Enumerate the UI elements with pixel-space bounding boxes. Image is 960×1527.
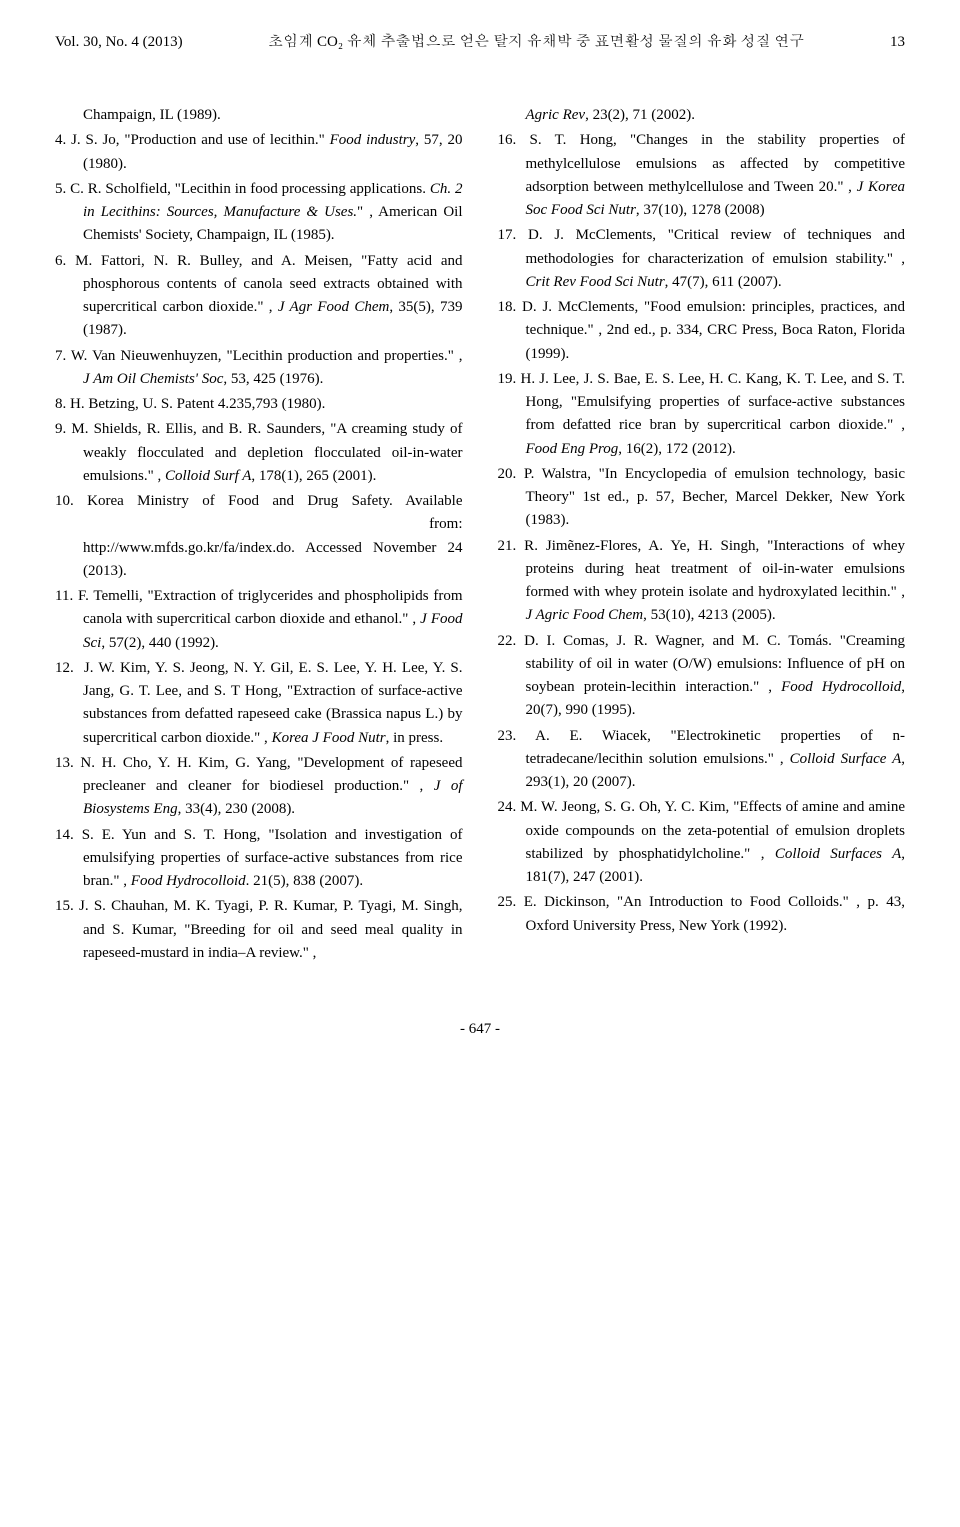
page-header: Vol. 30, No. 4 (2013) 초임계 CO₂ 유체 추출법으로 얻… <box>55 30 905 54</box>
reference-columns: Champaign, IL (1989). 4. J. S. Jo, "Prod… <box>55 104 905 967</box>
ref-15: 15. J. S. Chauhan, M. K. Tyagi, P. R. Ku… <box>55 895 463 965</box>
ref-5: 5. C. R. Scholfield, "Lecithin in food p… <box>55 178 463 248</box>
ref-20: 20. P. Walstra, "In Encyclopedia of emul… <box>498 463 906 533</box>
page-footer: - 647 - <box>55 1017 905 1041</box>
header-page: 13 <box>890 30 905 54</box>
ref-4: 4. J. S. Jo, "Production and use of leci… <box>55 129 463 176</box>
ref-12: 12. J. W. Kim, Y. S. Jeong, N. Y. Gil, E… <box>55 657 463 750</box>
ref-22: 22. D. I. Comas, J. R. Wagner, and M. C.… <box>498 630 906 723</box>
ref-18: 18. D. J. McClements, "Food emulsion: pr… <box>498 296 906 366</box>
ref-14: 14. S. E. Yun and S. T. Hong, "Isolation… <box>55 824 463 894</box>
page-number: - 647 - <box>460 1021 500 1037</box>
ref-19: 19. H. J. Lee, J. S. Bae, E. S. Lee, H. … <box>498 368 906 461</box>
ref-8: 8. H. Betzing, U. S. Patent 4.235,793 (1… <box>55 393 463 416</box>
ref-25: 25. E. Dickinson, "An Introduction to Fo… <box>498 891 906 938</box>
ref-17: 17. D. J. McClements, "Critical review o… <box>498 224 906 294</box>
ref-13: 13. N. H. Cho, Y. H. Kim, G. Yang, "Deve… <box>55 752 463 822</box>
ref-21: 21. R. Jimẽnez-Flores, A. Ye, H. Singh, … <box>498 535 906 628</box>
header-volume: Vol. 30, No. 4 (2013) <box>55 30 183 54</box>
ref-11: 11. F. Temelli, "Extraction of triglycer… <box>55 585 463 655</box>
ref-16: 16. S. T. Hong, "Changes in the stabilit… <box>498 129 906 222</box>
ref-6: 6. M. Fattori, N. R. Bulley, and A. Meis… <box>55 250 463 343</box>
ref-continuation: Champaign, IL (1989). <box>55 104 463 127</box>
ref-10: 10. Korea Ministry of Food and Drug Safe… <box>55 490 463 583</box>
ref-23: 23. A. E. Wiacek, "Electrokinetic proper… <box>498 725 906 795</box>
ref-24: 24. M. W. Jeong, S. G. Oh, Y. C. Kim, "E… <box>498 796 906 889</box>
left-column: Champaign, IL (1989). 4. J. S. Jo, "Prod… <box>55 104 463 967</box>
ref-continuation-2: Agric Rev, 23(2), 71 (2002). <box>498 104 906 127</box>
ref-7: 7. W. Van Nieuwenhuyzen, "Lecithin produ… <box>55 345 463 392</box>
right-column: Agric Rev, 23(2), 71 (2002). 16. S. T. H… <box>498 104 906 967</box>
header-title: 초임계 CO₂ 유체 추출법으로 얻은 탈지 유채박 중 표면활성 물질의 유화… <box>183 30 890 54</box>
ref-9: 9. M. Shields, R. Ellis, and B. R. Saund… <box>55 418 463 488</box>
